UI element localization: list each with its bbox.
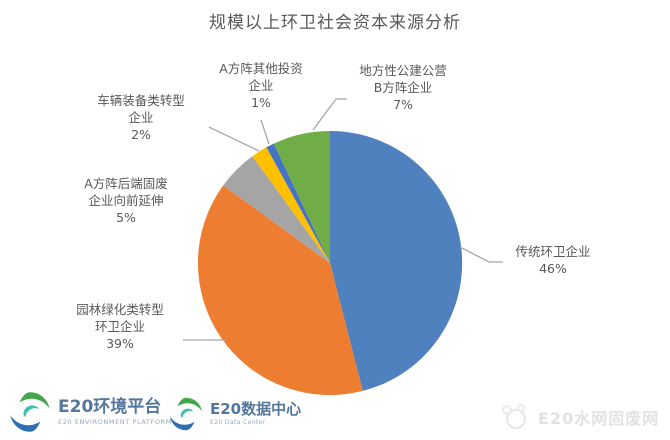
slice-label-line: A方阵其他投资 bbox=[219, 61, 303, 76]
watermark-icon bbox=[502, 404, 526, 429]
slice-label-traditional: 传统环卫企业 46% bbox=[486, 244, 620, 278]
slice-label-pct: 39% bbox=[106, 335, 134, 351]
pie-slice-4 bbox=[266, 143, 330, 263]
e20-swirl-icon bbox=[169, 397, 203, 431]
logo2-subtitle: E20 Data Center bbox=[210, 418, 266, 426]
slice-label-line: 环卫企业 bbox=[94, 318, 145, 334]
slice-label-line: A方阵后端固废 bbox=[84, 176, 168, 191]
e20-data-center-logo: E20数据中心 E20 Data Center bbox=[168, 396, 301, 432]
watermark: E20水网固废网 bbox=[500, 402, 659, 432]
slice-label-vehicle-equipment: 车辆装备类转型 企业 2% bbox=[74, 93, 208, 144]
watermark-text: E20水网固废网 bbox=[538, 409, 660, 428]
logo2-title: E20数据中心 bbox=[210, 399, 302, 418]
logo1-title: E20环境平台 bbox=[58, 396, 162, 417]
slice-label-line: 企业 bbox=[248, 77, 274, 93]
leader-line-4 bbox=[260, 119, 270, 145]
slice-label-line: B方阵企业 bbox=[373, 79, 433, 95]
pie-slice-0 bbox=[330, 130, 463, 391]
e20-environment-platform-logo: E20环境平台 E20 ENVIRONMENT PLATFORM bbox=[8, 390, 172, 434]
pie-slice-5 bbox=[273, 131, 330, 263]
logo1-subtitle: E20 ENVIRONMENT PLATFORM bbox=[58, 417, 172, 426]
leader-line-3 bbox=[208, 126, 260, 152]
leader-line-5 bbox=[312, 98, 347, 131]
slice-label-pct: 5% bbox=[116, 209, 136, 225]
e20-swirl-icon bbox=[10, 392, 50, 432]
slice-label-other-investment: A方阵其他投资 企业 1% bbox=[194, 61, 328, 112]
slice-label-pct: 1% bbox=[251, 94, 271, 110]
chart-title: 规模以上环卫社会资本来源分析 bbox=[209, 13, 461, 33]
slice-label-line: 传统环卫企业 bbox=[515, 244, 591, 259]
slice-label-solid-waste: A方阵后端固废 企业向前延伸 5% bbox=[59, 176, 193, 227]
logo-text-block: E20数据中心 E20 Data Center bbox=[210, 399, 302, 426]
slice-label-line: 车辆装备类转型 bbox=[97, 93, 185, 108]
slice-label-pct: 46% bbox=[539, 260, 567, 276]
slice-label-pct: 7% bbox=[393, 96, 413, 112]
pie-slice-3 bbox=[252, 147, 330, 263]
slice-label-pct: 2% bbox=[131, 126, 151, 142]
slice-label-line: 地方性公建公营 bbox=[359, 63, 447, 78]
leader-line-0 bbox=[459, 246, 503, 263]
logo-text-block: E20环境平台 E20 ENVIRONMENT PLATFORM bbox=[58, 396, 172, 426]
slice-label-line: 企业 bbox=[128, 109, 154, 125]
slice-label-landscaping: 园林绿化类转型 环卫企业 39% bbox=[53, 302, 187, 353]
pie-slice-1 bbox=[197, 185, 363, 396]
slice-label-local-public: 地方性公建公营 B方阵企业 7% bbox=[336, 63, 470, 114]
slice-label-line: 企业向前延伸 bbox=[88, 192, 164, 208]
slice-label-line: 园林绿化类转型 bbox=[76, 302, 164, 317]
pie-slice-2 bbox=[223, 156, 330, 263]
